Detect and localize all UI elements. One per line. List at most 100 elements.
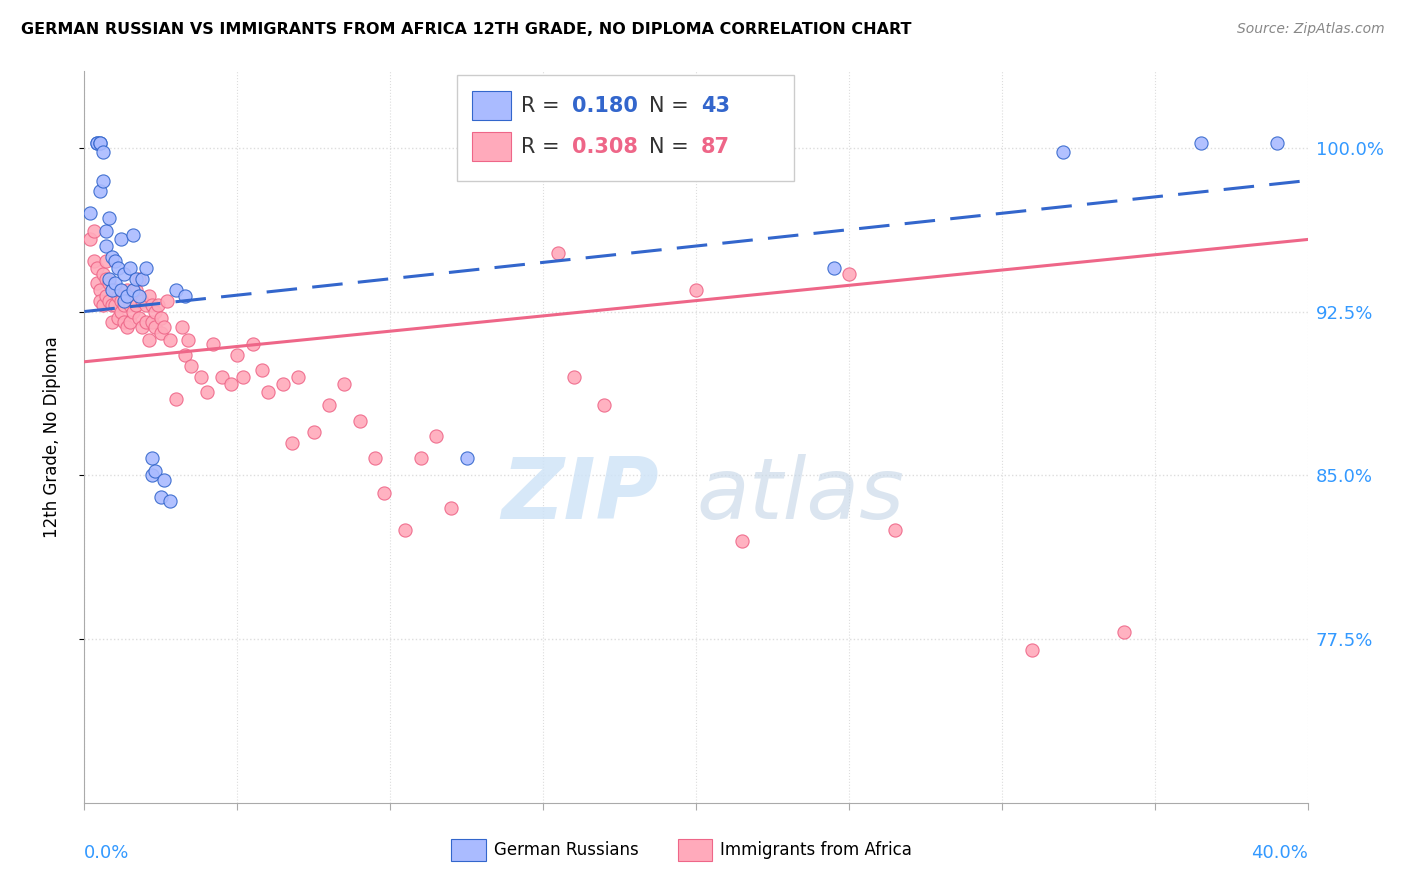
- Text: N =: N =: [650, 95, 696, 116]
- Point: [153, 319, 176, 334]
- Point: [172, 319, 194, 334]
- Point: [110, 293, 132, 308]
- Point: [143, 304, 166, 318]
- Text: 0.180: 0.180: [572, 95, 638, 116]
- Point: [94, 224, 117, 238]
- Point: [135, 315, 157, 329]
- Point: [149, 311, 172, 326]
- Point: [394, 523, 416, 537]
- Point: [731, 533, 754, 548]
- Point: [138, 333, 160, 347]
- Text: R =: R =: [522, 95, 567, 116]
- Point: [1189, 136, 1212, 151]
- Point: [146, 298, 169, 312]
- Point: [112, 298, 135, 312]
- Point: [195, 385, 218, 400]
- Text: N =: N =: [650, 136, 696, 157]
- Point: [141, 315, 163, 329]
- Point: [143, 319, 166, 334]
- Point: [110, 304, 132, 318]
- Point: [349, 414, 371, 428]
- Point: [101, 315, 124, 329]
- Point: [112, 293, 135, 308]
- Point: [97, 272, 120, 286]
- Text: GERMAN RUSSIAN VS IMMIGRANTS FROM AFRICA 12TH GRADE, NO DIPLOMA CORRELATION CHAR: GERMAN RUSSIAN VS IMMIGRANTS FROM AFRICA…: [21, 22, 911, 37]
- Text: ZIP: ZIP: [502, 454, 659, 537]
- Point: [593, 399, 616, 413]
- Point: [104, 283, 127, 297]
- Point: [135, 260, 157, 275]
- Text: 87: 87: [700, 136, 730, 157]
- Point: [141, 450, 163, 465]
- Point: [153, 473, 176, 487]
- Point: [131, 319, 153, 334]
- Point: [425, 429, 447, 443]
- Point: [112, 315, 135, 329]
- Text: 0.308: 0.308: [572, 136, 638, 157]
- Point: [110, 283, 132, 297]
- Point: [94, 289, 117, 303]
- Point: [131, 272, 153, 286]
- Point: [138, 289, 160, 303]
- Point: [107, 311, 129, 326]
- Point: [91, 173, 114, 187]
- Point: [190, 370, 212, 384]
- Point: [115, 289, 138, 303]
- Point: [242, 337, 264, 351]
- Point: [1021, 643, 1043, 657]
- Point: [226, 348, 249, 362]
- Point: [440, 501, 463, 516]
- Point: [883, 523, 905, 537]
- Point: [97, 211, 120, 225]
- Point: [838, 268, 860, 282]
- Point: [685, 283, 707, 297]
- Point: [94, 254, 117, 268]
- Point: [79, 206, 101, 220]
- Point: [302, 425, 325, 439]
- Point: [89, 283, 111, 297]
- Point: [211, 370, 233, 384]
- Point: [125, 283, 148, 297]
- Point: [149, 326, 172, 341]
- Text: R =: R =: [522, 136, 567, 157]
- Point: [101, 250, 124, 264]
- Y-axis label: 12th Grade, No Diploma: 12th Grade, No Diploma: [42, 336, 60, 538]
- Point: [174, 348, 197, 362]
- Point: [165, 283, 187, 297]
- Point: [131, 293, 153, 308]
- Point: [94, 272, 117, 286]
- Point: [562, 370, 585, 384]
- Point: [128, 289, 150, 303]
- Bar: [472, 91, 512, 120]
- Point: [107, 289, 129, 303]
- Point: [232, 370, 254, 384]
- Point: [86, 136, 108, 151]
- Text: German Russians: German Russians: [494, 841, 638, 859]
- Point: [547, 245, 569, 260]
- Point: [219, 376, 242, 391]
- Text: 0.0%: 0.0%: [84, 845, 129, 863]
- Point: [1114, 625, 1136, 640]
- Point: [180, 359, 202, 373]
- Point: [104, 254, 127, 268]
- Point: [104, 276, 127, 290]
- Point: [1265, 136, 1288, 151]
- Point: [257, 385, 280, 400]
- Point: [174, 289, 197, 303]
- Point: [271, 376, 294, 391]
- Point: [91, 145, 114, 160]
- Point: [156, 293, 179, 308]
- Point: [101, 283, 124, 297]
- Point: [91, 268, 114, 282]
- Point: [89, 185, 111, 199]
- Point: [112, 268, 135, 282]
- Point: [115, 319, 138, 334]
- Point: [141, 468, 163, 483]
- Point: [89, 136, 111, 151]
- Point: [250, 363, 273, 377]
- Point: [97, 293, 120, 308]
- Point: [281, 435, 304, 450]
- Point: [89, 293, 111, 308]
- Point: [177, 333, 200, 347]
- Point: [120, 298, 142, 312]
